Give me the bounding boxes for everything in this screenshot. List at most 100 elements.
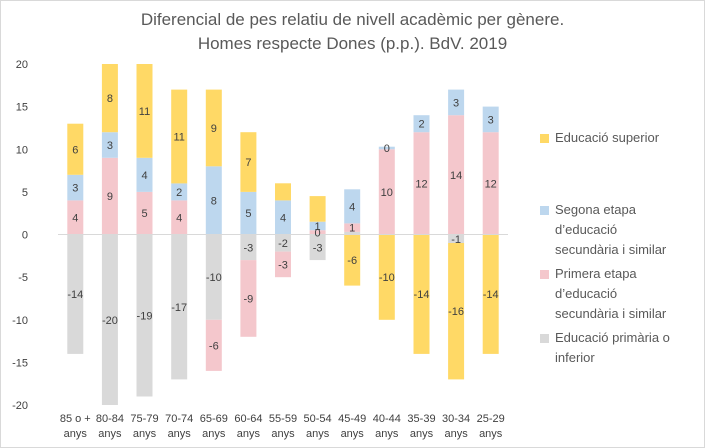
bar-segment [275,183,291,201]
data-label: 3 [488,114,494,126]
data-label: 4 [176,212,182,224]
bar-segment [171,234,188,380]
data-label: 4 [349,201,355,213]
x-tick-label: anys [341,428,365,440]
bar-segment [482,106,499,133]
bar-segment [67,234,84,354]
data-label: -6 [209,340,219,352]
x-tick-label: anys [444,428,468,440]
bar-segment [101,64,118,133]
legend-label: Educació primària o inferior [555,328,700,368]
bar-segment [448,115,465,235]
x-tick-label: anys [133,428,157,440]
bar-segment [275,234,291,252]
data-label: -3 [244,242,254,254]
x-tick-label: 50-54 [304,413,332,425]
bar-segment [378,149,395,235]
legend-label-line: Segona etapa [555,202,636,217]
bar-segment [136,234,153,397]
bar-segment [344,234,361,286]
data-label: 0 [315,227,321,239]
data-label: -6 [347,255,357,267]
bar-segment [344,223,361,232]
data-label: 1 [349,223,355,235]
data-label: 5 [245,208,251,220]
legend-label-line: secundària i similar [555,242,667,257]
legend-swatch [540,206,549,215]
x-tick-label: anys [306,428,330,440]
legend-swatch [540,270,549,279]
data-label: -20 [102,315,118,327]
x-tick-label: anys [202,428,226,440]
y-tick-label: -15 [12,357,28,369]
bar-segment [309,234,326,261]
bar-segment [413,234,430,354]
x-tick-label: 25-29 [477,413,505,425]
bar-segment [309,230,326,235]
data-label: 3 [453,97,459,109]
legend-label: Educació superior [555,128,700,148]
y-tick-label: 0 [22,230,28,242]
bar-segment [101,132,118,158]
data-label: 4 [141,170,147,182]
bar-segment [240,132,257,192]
data-label: -19 [137,311,153,323]
bar-segment [448,234,465,243]
x-tick-label: 55-59 [269,413,297,425]
data-label: -2 [278,238,288,250]
bar-segment [482,234,499,354]
x-tick-label: 60-64 [234,413,262,425]
x-tick-label: 65-69 [200,413,228,425]
bar-segment [171,200,188,235]
legend-label-line: inferior [555,350,595,365]
data-label: -3 [313,242,323,254]
legend-label-line: d’educació [555,222,618,237]
y-tick-label: -5 [18,272,28,284]
data-label: 7 [245,157,251,169]
data-labels-group: -14436-20938-195411-174211-10-689-3-957-… [67,93,498,352]
data-label: -14 [67,289,83,301]
bar-segment [67,174,84,201]
data-label: 0 [384,143,390,155]
data-label: 6 [72,144,78,156]
x-tick-label: anys [271,428,295,440]
bar-segment [275,200,291,235]
data-label: 3 [72,183,78,195]
bar-segment [136,157,153,192]
y-tick-label: 20 [16,59,28,71]
legend-swatch [540,134,549,143]
data-label: -3 [278,259,288,271]
data-label: 11 [139,106,150,118]
chart-title-line: Diferencial de pes relatiu de nivell aca… [140,10,565,29]
data-label: -16 [448,306,464,318]
data-label: 14 [450,170,462,182]
data-label: 12 [415,178,427,190]
data-label: -10 [206,272,222,284]
bar-segment [205,89,222,167]
data-label: 11 [173,132,184,144]
bar-segment [413,132,430,235]
bar-segment [378,234,395,320]
bar-segment [344,189,361,224]
bar-segment [101,234,118,405]
data-label: 2 [176,187,182,199]
legend-label: Segona etapa d’educació secundària i simil… [555,200,700,260]
bar-segment [136,191,153,235]
x-tick-label: 40-44 [373,413,401,425]
data-label: 10 [381,187,393,199]
bar-segment [171,183,188,201]
data-label: -17 [171,302,187,314]
x-tick-label: 45-49 [338,413,366,425]
x-tick-label: anys [64,428,88,440]
bar-segment [67,200,84,235]
legend-swatch [540,334,549,343]
legend-label-line: Primera etapa [555,266,637,281]
x-tick-label: anys [237,428,261,440]
data-label: 9 [107,191,113,203]
bar-segment [482,132,499,235]
data-label: 8 [211,195,217,207]
y-tick-label: -20 [12,400,28,412]
bar-segment [344,231,361,235]
bar-segment [448,243,465,380]
bar-segment [101,157,118,235]
